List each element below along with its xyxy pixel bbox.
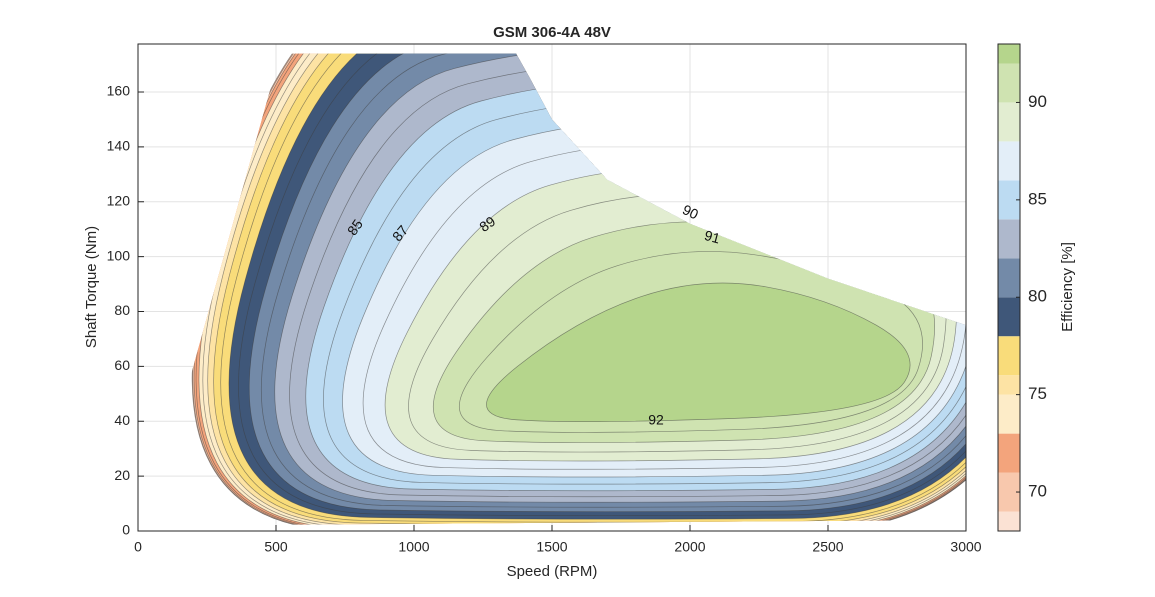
y-axis-label: Shaft Torque (Nm) <box>83 226 100 348</box>
contour-label: 90 <box>680 201 701 222</box>
colorbar-band <box>998 433 1020 473</box>
colorbar-band <box>998 375 1020 395</box>
colorbar-band <box>998 44 1020 64</box>
x-tick-label: 3000 <box>950 539 981 555</box>
x-tick-label: 1000 <box>398 539 429 555</box>
y-tick-label: 120 <box>107 192 131 208</box>
colorbar-band <box>998 297 1020 337</box>
contour-label: 91 <box>703 227 722 247</box>
x-tick-label: 2000 <box>674 539 705 555</box>
y-tick-label: 80 <box>114 302 130 318</box>
y-tick-label: 60 <box>114 357 130 373</box>
contour-line <box>220 53 967 523</box>
x-tick-label: 1500 <box>536 539 567 555</box>
colorbar-band <box>998 219 1020 259</box>
colorbar-band <box>998 63 1020 103</box>
contour-label: 92 <box>648 412 664 428</box>
y-tick-label: 0 <box>122 522 130 538</box>
contour-line <box>207 53 967 526</box>
contour-line <box>228 53 967 520</box>
y-tick-label: 100 <box>107 247 131 263</box>
y-tick-label: 40 <box>114 412 130 428</box>
x-tick-label: 500 <box>264 539 288 555</box>
colorbar-band <box>998 180 1020 220</box>
contour-line <box>238 53 967 517</box>
contour-line <box>248 53 967 513</box>
x-axis-label: Speed (RPM) <box>507 563 598 580</box>
colorbar-band <box>998 141 1020 181</box>
y-tick-label: 140 <box>107 138 131 154</box>
colorbar-band <box>998 472 1020 512</box>
colorbar-band <box>998 394 1020 434</box>
colorbar-band <box>998 258 1020 298</box>
x-tick-label: 0 <box>134 539 142 555</box>
colorbar-frame <box>997 43 1021 532</box>
colorbar-band <box>998 511 1020 531</box>
colorbar-tick-label: 90 <box>1028 92 1047 111</box>
contour-line <box>486 282 911 422</box>
y-tick-label: 160 <box>107 83 131 99</box>
contour-line <box>274 53 967 503</box>
colorbar-tick-label: 70 <box>1028 482 1047 501</box>
overlay: 0 500 1000 1500 2000 2500 3000 0 20 40 60 80 100 120 1… <box>107 43 1047 555</box>
colorbar-tick-label: 85 <box>1028 189 1047 208</box>
colorbar-tick-label: 75 <box>1028 384 1047 403</box>
colorbar-label: Efficiency [%] <box>1059 242 1076 332</box>
colorbar-band <box>998 336 1020 376</box>
y-tick-label: 20 <box>114 467 130 483</box>
x-tick-label: 2500 <box>812 539 843 555</box>
chart-title: GSM 306-4A 48V <box>493 24 611 41</box>
axes-frame <box>137 43 967 532</box>
contour-line <box>260 53 967 508</box>
colorbar-tick-label: 80 <box>1028 287 1047 306</box>
colorbar-band <box>998 102 1020 142</box>
